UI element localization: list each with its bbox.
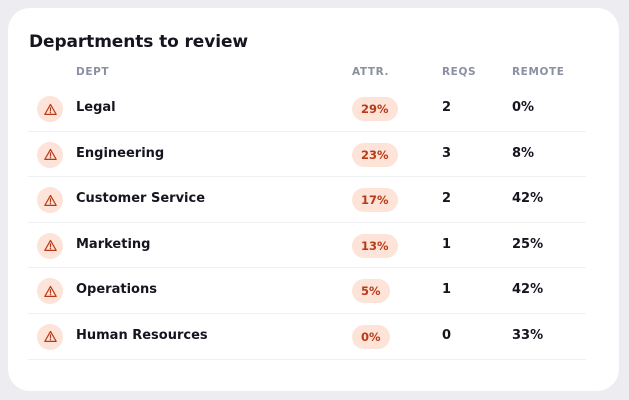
attrition-badge: 0%	[352, 324, 390, 349]
dept-name: Customer Service	[76, 191, 206, 207]
table-row[interactable]: Legal 29% 2 0%	[28, 86, 586, 132]
warning-icon	[37, 278, 63, 305]
remote-value: 42%	[512, 282, 544, 298]
attrition-badge: 13%	[352, 233, 398, 258]
table-row[interactable]: Marketing 13% 1 25%	[28, 223, 586, 269]
dept-name: Marketing	[76, 236, 151, 252]
reqs-value: 1	[442, 282, 452, 298]
attrition-badge: 17%	[352, 188, 398, 213]
warning-icon	[37, 187, 63, 214]
table-row[interactable]: Operations 5% 1 42%	[28, 268, 586, 314]
dept-name: Engineering	[76, 145, 165, 161]
department-list: Legal 29% 2 0% Engineering 23% 3 8% Cust…	[28, 86, 586, 360]
attrition-badge: 29%	[352, 97, 398, 121]
column-header-attrition: ATTR.	[352, 66, 390, 78]
reqs-value: 2	[442, 100, 452, 115]
reqs-value: 0	[442, 327, 452, 343]
reqs-value: 2	[442, 191, 452, 207]
table-row[interactable]: Human Resources 0% 0 33%	[28, 314, 586, 360]
remote-value: 8%	[512, 145, 535, 161]
warning-icon	[37, 232, 63, 259]
dept-name: Legal	[76, 100, 116, 115]
table-row[interactable]: Engineering 23% 3 8%	[28, 132, 586, 178]
table-row[interactable]: Customer Service 17% 2 42%	[28, 177, 586, 223]
remote-value: 42%	[512, 191, 544, 207]
card-title: Departments to review	[29, 32, 248, 52]
attrition-badge: 23%	[352, 142, 398, 167]
remote-value: 33%	[512, 327, 544, 343]
attrition-badge: 5%	[352, 279, 390, 304]
warning-icon	[37, 96, 63, 122]
column-header-dept: DEPT	[76, 66, 110, 78]
table-header: DEPT ATTR. REQS REMOTE	[8, 66, 619, 82]
warning-icon	[37, 141, 63, 168]
reqs-value: 3	[442, 145, 452, 161]
column-header-remote: REMOTE	[512, 66, 565, 78]
reqs-value: 1	[442, 236, 452, 252]
departments-card: Departments to review DEPT ATTR. REQS RE…	[8, 8, 619, 391]
column-header-reqs: REQS	[442, 66, 477, 78]
dept-name: Human Resources	[76, 327, 208, 343]
warning-icon	[37, 323, 63, 350]
remote-value: 25%	[512, 236, 544, 252]
remote-value: 0%	[512, 100, 535, 115]
dept-name: Operations	[76, 282, 157, 298]
